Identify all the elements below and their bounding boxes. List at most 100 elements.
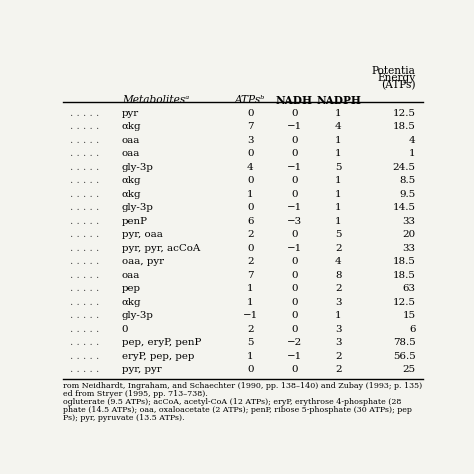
Text: pyr, pyr, acCoA: pyr, pyr, acCoA bbox=[122, 244, 200, 253]
Text: oaa: oaa bbox=[122, 149, 140, 158]
Text: αkg: αkg bbox=[122, 298, 141, 307]
Text: 0: 0 bbox=[291, 149, 298, 158]
Text: 1: 1 bbox=[335, 190, 342, 199]
Text: . . . . .: . . . . . bbox=[70, 352, 100, 361]
Text: 78.5: 78.5 bbox=[393, 338, 416, 347]
Text: 8.5: 8.5 bbox=[399, 176, 416, 185]
Text: 33: 33 bbox=[402, 217, 416, 226]
Text: oaa, pyr: oaa, pyr bbox=[122, 257, 164, 266]
Text: −1: −1 bbox=[243, 311, 258, 320]
Text: 1: 1 bbox=[247, 284, 254, 293]
Text: 0: 0 bbox=[122, 325, 128, 334]
Text: oaa: oaa bbox=[122, 136, 140, 145]
Text: −1: −1 bbox=[287, 163, 302, 172]
Text: . . . . .: . . . . . bbox=[70, 257, 100, 266]
Text: 18.5: 18.5 bbox=[392, 257, 416, 266]
Text: 5: 5 bbox=[335, 163, 342, 172]
Text: 25: 25 bbox=[402, 365, 416, 374]
Text: Energy: Energy bbox=[377, 73, 416, 83]
Text: Potentia: Potentia bbox=[372, 66, 416, 76]
Text: 0: 0 bbox=[291, 136, 298, 145]
Text: 4: 4 bbox=[335, 257, 342, 266]
Text: 3: 3 bbox=[335, 325, 342, 334]
Text: NADH: NADH bbox=[276, 95, 313, 106]
Text: 56.5: 56.5 bbox=[393, 352, 416, 361]
Text: phate (14.5 ATPs); oaa, oxaloacetate (2 ATPs); penP, ribose 5-phosphate (30 ATPs: phate (14.5 ATPs); oaa, oxaloacetate (2 … bbox=[63, 406, 412, 414]
Text: 9.5: 9.5 bbox=[399, 190, 416, 199]
Text: 0: 0 bbox=[247, 244, 254, 253]
Text: −2: −2 bbox=[287, 338, 302, 347]
Text: pyr, oaa: pyr, oaa bbox=[122, 230, 163, 239]
Text: αkg: αkg bbox=[122, 190, 141, 199]
Text: 6: 6 bbox=[409, 325, 416, 334]
Text: 20: 20 bbox=[402, 230, 416, 239]
Text: 1: 1 bbox=[335, 136, 342, 145]
Text: 15: 15 bbox=[402, 311, 416, 320]
Text: . . . . .: . . . . . bbox=[70, 325, 100, 334]
Text: rom Neidhardt, Ingraham, and Schaechter (1990, pp. 138–140) and Zubay (1993; p. : rom Neidhardt, Ingraham, and Schaechter … bbox=[63, 382, 422, 390]
Text: penP: penP bbox=[122, 217, 148, 226]
Text: 0: 0 bbox=[247, 365, 254, 374]
Text: 1: 1 bbox=[247, 298, 254, 307]
Text: pyr: pyr bbox=[122, 109, 139, 118]
Text: . . . . .: . . . . . bbox=[70, 311, 100, 320]
Text: . . . . .: . . . . . bbox=[70, 298, 100, 307]
Text: 12.5: 12.5 bbox=[392, 109, 416, 118]
Text: 0: 0 bbox=[291, 365, 298, 374]
Text: . . . . .: . . . . . bbox=[70, 176, 100, 185]
Text: . . . . .: . . . . . bbox=[70, 217, 100, 226]
Text: 0: 0 bbox=[291, 190, 298, 199]
Text: . . . . .: . . . . . bbox=[70, 190, 100, 199]
Text: Metabolitesᵃ: Metabolitesᵃ bbox=[122, 95, 189, 105]
Text: 0: 0 bbox=[291, 298, 298, 307]
Text: 63: 63 bbox=[402, 284, 416, 293]
Text: 1: 1 bbox=[409, 149, 416, 158]
Text: pep: pep bbox=[122, 284, 141, 293]
Text: 0: 0 bbox=[247, 109, 254, 118]
Text: 1: 1 bbox=[335, 217, 342, 226]
Text: Ps); pyr, pyruvate (13.5 ATPs).: Ps); pyr, pyruvate (13.5 ATPs). bbox=[63, 414, 184, 422]
Text: . . . . .: . . . . . bbox=[70, 109, 100, 118]
Text: 0: 0 bbox=[247, 203, 254, 212]
Text: . . . . .: . . . . . bbox=[70, 163, 100, 172]
Text: . . . . .: . . . . . bbox=[70, 136, 100, 145]
Text: −1: −1 bbox=[287, 352, 302, 361]
Text: NADPH: NADPH bbox=[316, 95, 361, 106]
Text: . . . . .: . . . . . bbox=[70, 122, 100, 131]
Text: 18.5: 18.5 bbox=[392, 271, 416, 280]
Text: . . . . .: . . . . . bbox=[70, 149, 100, 158]
Text: . . . . .: . . . . . bbox=[70, 284, 100, 293]
Text: 2: 2 bbox=[335, 284, 342, 293]
Text: 0: 0 bbox=[247, 149, 254, 158]
Text: ed from Stryer (1995, pp. 713–738).: ed from Stryer (1995, pp. 713–738). bbox=[63, 390, 208, 398]
Text: 1: 1 bbox=[335, 109, 342, 118]
Text: 14.5: 14.5 bbox=[392, 203, 416, 212]
Text: . . . . .: . . . . . bbox=[70, 365, 100, 374]
Text: . . . . .: . . . . . bbox=[70, 338, 100, 347]
Text: 5: 5 bbox=[335, 230, 342, 239]
Text: 7: 7 bbox=[247, 271, 254, 280]
Text: 0: 0 bbox=[291, 311, 298, 320]
Text: αkg: αkg bbox=[122, 122, 141, 131]
Text: 1: 1 bbox=[247, 352, 254, 361]
Text: 4: 4 bbox=[247, 163, 254, 172]
Text: 7: 7 bbox=[247, 122, 254, 131]
Text: −3: −3 bbox=[287, 217, 302, 226]
Text: pyr, pyr: pyr, pyr bbox=[122, 365, 161, 374]
Text: 0: 0 bbox=[291, 176, 298, 185]
Text: 33: 33 bbox=[402, 244, 416, 253]
Text: 0: 0 bbox=[291, 109, 298, 118]
Text: 0: 0 bbox=[247, 176, 254, 185]
Text: 5: 5 bbox=[247, 338, 254, 347]
Text: . . . . .: . . . . . bbox=[70, 244, 100, 253]
Text: 1: 1 bbox=[335, 149, 342, 158]
Text: oaa: oaa bbox=[122, 271, 140, 280]
Text: 1: 1 bbox=[335, 311, 342, 320]
Text: pep, eryP, penP: pep, eryP, penP bbox=[122, 338, 201, 347]
Text: 2: 2 bbox=[247, 325, 254, 334]
Text: 3: 3 bbox=[335, 338, 342, 347]
Text: 0: 0 bbox=[291, 230, 298, 239]
Text: 2: 2 bbox=[247, 230, 254, 239]
Text: (ATPs): (ATPs) bbox=[381, 80, 416, 90]
Text: 0: 0 bbox=[291, 284, 298, 293]
